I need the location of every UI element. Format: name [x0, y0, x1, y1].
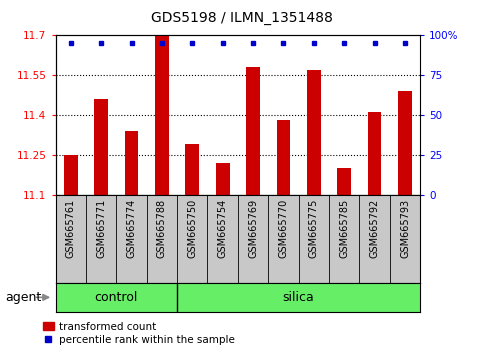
Text: agent: agent	[5, 291, 41, 304]
Legend: transformed count, percentile rank within the sample: transformed count, percentile rank withi…	[39, 317, 239, 349]
Text: silica: silica	[283, 291, 314, 304]
Bar	[368, 112, 382, 195]
Bar	[277, 120, 290, 195]
Bar	[338, 168, 351, 195]
Bar	[155, 35, 169, 195]
Text: GSM665788: GSM665788	[157, 199, 167, 258]
Bar	[216, 163, 229, 195]
Text: GSM665761: GSM665761	[66, 199, 76, 258]
Text: GSM665770: GSM665770	[279, 199, 288, 258]
Bar	[398, 91, 412, 195]
Text: GSM665750: GSM665750	[187, 199, 197, 258]
Text: GSM665774: GSM665774	[127, 199, 137, 258]
Text: GSM665771: GSM665771	[96, 199, 106, 258]
Text: control: control	[95, 291, 138, 304]
Bar	[307, 70, 321, 195]
Text: GSM665754: GSM665754	[218, 199, 227, 258]
Bar	[246, 67, 260, 195]
Text: GSM665785: GSM665785	[339, 199, 349, 258]
Text: GDS5198 / ILMN_1351488: GDS5198 / ILMN_1351488	[151, 11, 332, 25]
Text: GSM665769: GSM665769	[248, 199, 258, 258]
Bar	[64, 155, 78, 195]
Bar	[125, 131, 138, 195]
Text: GSM665793: GSM665793	[400, 199, 410, 258]
Text: GSM665775: GSM665775	[309, 199, 319, 258]
Bar	[94, 99, 108, 195]
Bar	[185, 144, 199, 195]
Text: GSM665792: GSM665792	[369, 199, 380, 258]
